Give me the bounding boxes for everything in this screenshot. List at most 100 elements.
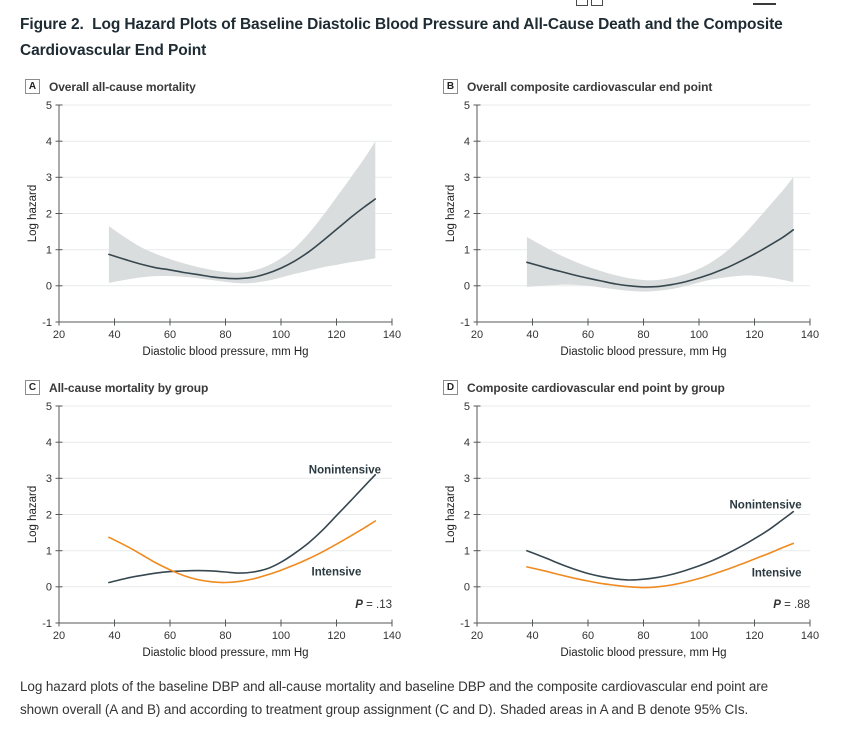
panel-d: D Composite cardiovascular end point by … [443,379,838,660]
confidence-band [108,141,376,284]
x-tick-label: 40 [526,630,538,642]
panel-letter-badge: A [25,79,40,94]
y-tick-label: 5 [46,401,52,413]
panel-a-chart: 20 40 60 80 100 120 140 -1 0 1 2 3 4 5 Diastolic blood… [27,100,401,358]
y-tick-label: 4 [464,136,470,148]
y-tick-label: 4 [46,437,52,449]
y-tick-label: 3 [46,473,52,485]
p-value-label: P = .88 [773,599,810,611]
panel-d-header: D Composite cardiovascular end point by … [443,379,838,396]
panel-d-chart: 20 40 60 80 100 120 140 -1 0 1 2 3 4 5 Nonintensive Int… [445,401,819,659]
x-tick-label: 100 [690,329,708,341]
x-tick-label: 60 [582,329,594,341]
y-tick-label: -1 [460,317,470,329]
panels-grid: A Overall all-cause mortality 20 40 60 80 10… [25,78,838,660]
y-tick-label: 1 [46,546,52,558]
panel-title: Overall composite cardiovascular end poi… [467,79,713,94]
x-tick-label: 80 [637,630,649,642]
curve-label: Intensive [752,567,802,579]
x-tick-label: 20 [53,630,65,642]
y-tick-label: 1 [464,546,470,558]
x-axis-title: Diastolic blood pressure, mm Hg [560,647,726,659]
series-line-overall [108,198,377,280]
figure-caption-line: Log hazard plots of the baseline DBP and… [20,679,769,694]
y-tick-label: 0 [46,582,52,594]
x-tick-label: 120 [745,329,763,341]
y-tick-label: 5 [464,401,470,413]
x-tick-label: 40 [526,329,538,341]
p-value-label: P = .13 [355,599,392,611]
series-line-nonintensive [526,510,795,581]
y-tick-label: 5 [464,100,470,112]
x-tick-label: 100 [690,630,708,642]
curve-label: Intensive [312,567,362,579]
y-tick-label: -1 [460,618,470,630]
y-axis-title: Log hazard [445,486,457,544]
x-tick-label: 140 [801,329,819,341]
y-tick-label: 3 [46,172,52,184]
x-tick-label: 100 [272,630,290,642]
x-axis-title: Diastolic blood pressure, mm Hg [560,346,726,358]
series-line-overall [526,229,795,288]
panel-title: Composite cardiovascular end point by gr… [467,380,725,395]
x-tick-label: 120 [327,329,345,341]
x-tick-label: 60 [582,630,594,642]
curve-label: Nonintensive [309,464,381,476]
x-tick-label: 60 [164,329,176,341]
y-tick-label: 0 [464,281,470,293]
y-axis-title: Log hazard [27,486,39,544]
confidence-band [526,177,794,292]
panel-c-header: C All-cause mortality by group [25,379,420,396]
panel-c-chart: 20 40 60 80 100 120 140 -1 0 1 2 3 4 5 Nonintensive Int… [27,401,401,659]
x-axis-title: Diastolic blood pressure, mm Hg [142,647,308,659]
figure-title: Figure 2. Log Hazard Plots of Baseline D… [20,12,810,64]
panel-title: Overall all-cause mortality [49,79,196,94]
x-tick-label: 120 [745,630,763,642]
figure-caption-line: shown overall (A and B) and according to… [20,701,749,717]
panel-b-header: B Overall composite cardiovascular end p… [443,78,838,95]
y-tick-label: 0 [464,582,470,594]
figure-title-line: Cardiovascular End Point [20,42,207,59]
panel-a: A Overall all-cause mortality 20 40 60 80 10… [25,78,420,359]
x-tick-label: 20 [53,329,65,341]
x-axis-title: Diastolic blood pressure, mm Hg [142,346,308,358]
panel-letter-badge: C [25,380,40,395]
y-axis-title: Log hazard [445,185,457,243]
y-tick-label: 0 [46,281,52,293]
y-tick-label: 3 [464,172,470,184]
cropped-toolbar-underline-fragment[interactable] [753,3,776,5]
y-tick-label: 2 [464,208,470,220]
panel-a-header: A Overall all-cause mortality [25,78,420,95]
x-tick-label: 120 [327,630,345,642]
panel-letter-badge: D [443,380,458,395]
x-tick-label: 40 [108,630,120,642]
figure-title-line: Figure 2. Log Hazard Plots of Baseline D… [20,16,783,33]
x-tick-label: 140 [801,630,819,642]
series-line-nonintensive [108,473,377,584]
y-tick-label: -1 [42,618,52,630]
x-tick-label: 100 [272,329,290,341]
y-tick-label: 4 [46,136,52,148]
x-tick-label: 80 [219,329,231,341]
x-tick-label: 20 [471,630,483,642]
y-tick-label: 2 [46,509,52,521]
y-tick-label: -1 [42,317,52,329]
panel-b-chart: 20 40 60 80 100 120 140 -1 0 1 2 3 4 5 Diastolic blood… [445,100,819,358]
x-tick-label: 80 [637,329,649,341]
series-line-intensive [108,520,377,584]
x-tick-label: 20 [471,329,483,341]
x-tick-label: 140 [383,329,401,341]
panel-title: All-cause mortality by group [49,380,209,395]
panel-b: B Overall composite cardiovascular end p… [443,78,838,359]
cropped-toolbar-icon-fragment[interactable] [576,0,588,6]
y-tick-label: 4 [464,437,470,449]
panel-c: C All-cause mortality by group 20 40 60 80 1… [25,379,420,660]
cropped-toolbar-icon-fragment[interactable] [591,0,603,6]
y-tick-label: 2 [46,208,52,220]
y-tick-label: 2 [464,509,470,521]
x-tick-label: 60 [164,630,176,642]
x-tick-label: 140 [383,630,401,642]
figure-caption: Log hazard plots of the baseline DBP and… [20,676,858,721]
y-tick-label: 5 [46,100,52,112]
y-axis-title: Log hazard [27,185,39,243]
